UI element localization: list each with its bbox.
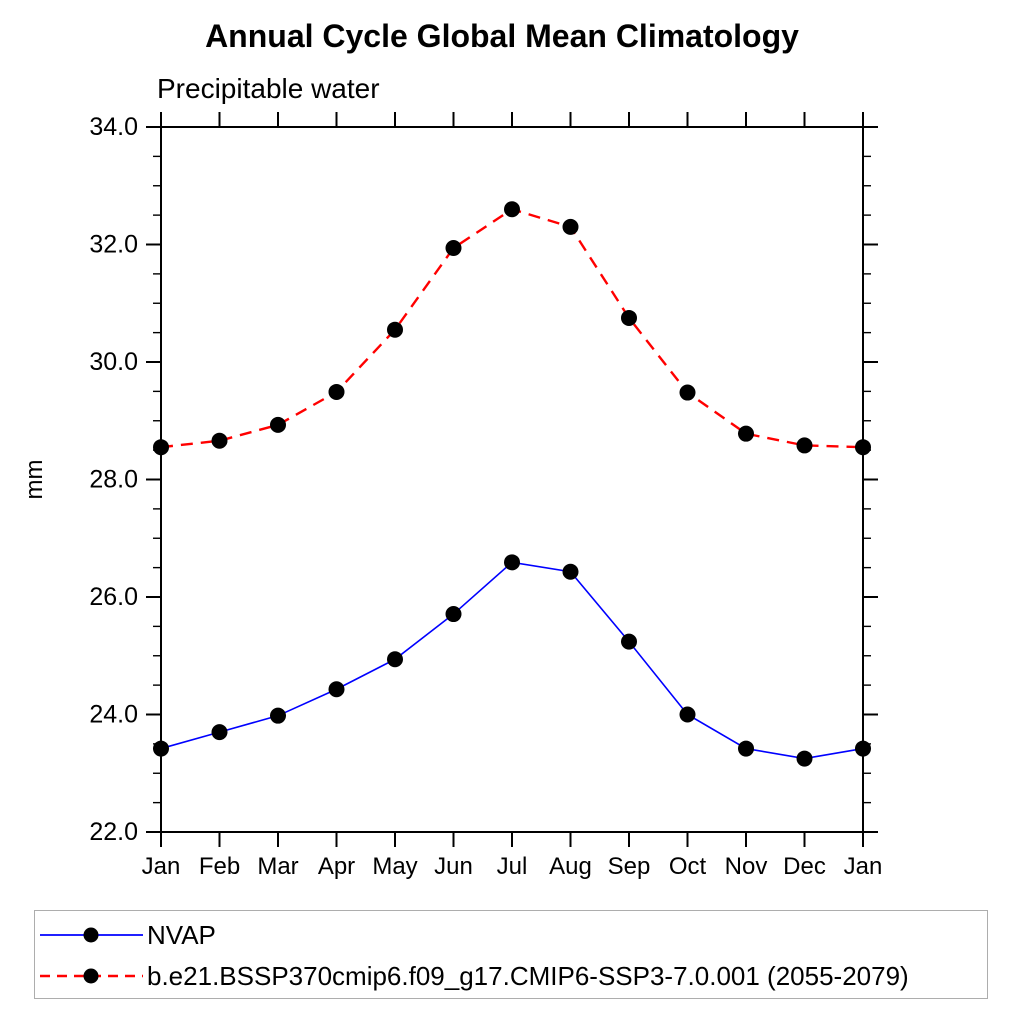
series-line-0 [160, 561, 864, 760]
data-point-marker [679, 384, 696, 401]
data-point-marker [153, 439, 169, 456]
data-point-marker [387, 651, 403, 668]
legend-marker-0 [83, 927, 99, 943]
y-tick-label: 22.0 [89, 818, 138, 846]
y-tick-label: 34.0 [89, 113, 138, 141]
legend-label-nvap: NVAP [147, 919, 216, 950]
x-tick-label: Aug [549, 853, 592, 880]
x-tick-label: Feb [199, 853, 240, 880]
x-tick-label: Jun [434, 853, 473, 880]
data-point-marker [738, 425, 754, 442]
data-point-marker [562, 563, 579, 580]
data-point-marker [270, 707, 286, 724]
legend-label-model: b.e21.BSSP370cmip6.f09_g17.CMIP6-SSP3-7.… [147, 960, 909, 991]
y-tick-label: 26.0 [89, 583, 138, 611]
x-tick-label: Jan [142, 853, 181, 880]
legend-line-sample-nvap [40, 927, 143, 943]
x-tick-label: May [372, 853, 417, 880]
data-point-marker [445, 240, 462, 257]
chart-subtitle: Precipitable water [157, 73, 380, 104]
legend-box: NVAP b.e21.BSSP370cmip6.f09_g17.CMIP6-SS… [34, 910, 988, 999]
data-point-marker [855, 439, 871, 456]
data-point-marker [445, 606, 462, 623]
x-tick-label: Oct [669, 853, 707, 880]
data-point-marker [504, 554, 520, 571]
data-point-marker [679, 706, 696, 723]
data-point-marker [855, 740, 871, 757]
data-point-marker [211, 724, 228, 741]
data-point-marker [328, 383, 345, 400]
legend-entry-nvap: NVAP [38, 915, 216, 955]
data-point-marker [562, 218, 579, 235]
y-tick-label: 24.0 [89, 701, 138, 729]
y-tick-label: 28.0 [89, 466, 138, 494]
y-axis-label: mm [21, 460, 48, 500]
x-tick-label: Dec [783, 853, 826, 880]
x-tick-label: Apr [318, 853, 355, 880]
data-point-marker [270, 416, 286, 433]
data-point-marker [738, 740, 754, 757]
data-point-marker [153, 740, 169, 757]
y-tick-label: 30.0 [89, 348, 138, 376]
legend-line-sample-model [40, 968, 143, 984]
plot-frame [160, 126, 864, 833]
legend-entry-model: b.e21.BSSP370cmip6.f09_g17.CMIP6-SSP3-7.… [38, 956, 909, 996]
data-point-marker [328, 681, 345, 698]
plot-svg: Jan Feb Mar Apr May Jun Jul Aug Sep Oct Nov Dec Jan2… [21, 112, 883, 880]
data-point-marker [504, 201, 520, 218]
data-point-marker [796, 437, 813, 454]
legend-marker-1 [83, 968, 99, 984]
data-point-marker [211, 432, 228, 449]
data-point-marker [621, 309, 637, 326]
x-tick-label: Mar [257, 853, 298, 880]
series-line-1 [160, 207, 864, 449]
x-tick-label: Jul [497, 853, 528, 880]
y-tick-label: 32.0 [89, 231, 138, 259]
data-point-marker [621, 633, 637, 650]
x-tick-label: Sep [608, 853, 651, 880]
data-point-marker [796, 750, 813, 767]
x-tick-label: Nov [725, 853, 768, 880]
x-tick-label: Jan [844, 853, 883, 880]
chart-title: Annual Cycle Global Mean Climatology [205, 18, 799, 54]
data-point-marker [387, 321, 403, 338]
